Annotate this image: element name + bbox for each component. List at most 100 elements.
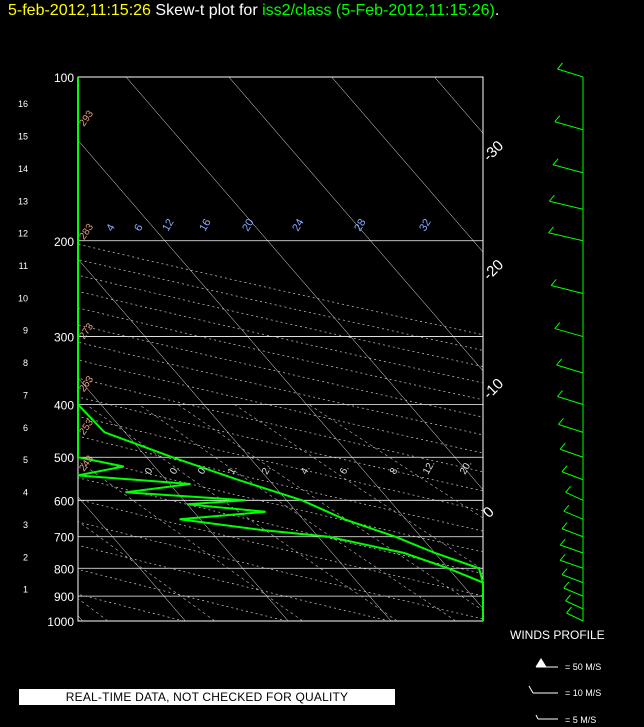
wind-barb <box>552 164 584 174</box>
wind-barb <box>549 200 584 210</box>
height-tick-label: 7 <box>23 390 28 400</box>
theta-label: 273 <box>77 321 96 341</box>
adiabat-label: 4. <box>299 464 313 477</box>
chart-series <box>77 77 484 621</box>
dry-adiabat <box>78 291 483 384</box>
pressure-tick-label: 700 <box>54 531 74 545</box>
wind-key-10: = 10 M/S <box>565 688 602 698</box>
dry-adiabat <box>78 593 184 621</box>
wind-key-50: = 50 M/S <box>565 662 602 672</box>
winds-profile-title: WINDS PROFILE <box>510 628 605 642</box>
wind-barb <box>554 121 584 131</box>
height-tick-label: 11 <box>19 261 28 271</box>
height-tick-label: 15 <box>18 132 28 142</box>
winds-profile <box>528 62 584 720</box>
height-tick-label: 10 <box>18 293 28 303</box>
dry-adiabat <box>78 377 483 473</box>
mixing-ratio-line <box>308 404 483 519</box>
plot-title: 5-feb-2012,11:15:26 Skew-t plot for iss2… <box>8 2 499 20</box>
dry-adiabat <box>78 324 483 418</box>
isotherm-line <box>434 77 483 134</box>
pressure-tick-label: 300 <box>54 331 74 345</box>
dry-adiabat <box>78 243 483 336</box>
mixing-ratio-label: 24 <box>290 217 307 234</box>
dry-adiabat <box>78 568 287 621</box>
title-period: . <box>494 2 500 19</box>
pressure-tick-label: 100 <box>54 71 74 85</box>
pressure-tick-label: 600 <box>54 494 74 508</box>
mixing-ratio-line <box>85 404 398 621</box>
wind-barb <box>548 232 584 242</box>
temperature-line <box>77 77 484 621</box>
isotherm-line <box>78 139 483 609</box>
quality-banner: REAL-TIME DATA, NOT CHECKED FOR QUALITY <box>19 689 395 705</box>
wind-barb-flag <box>561 465 568 473</box>
adiabat-label: 6. <box>338 464 352 477</box>
height-tick-label: 6 <box>23 423 28 433</box>
mixing-ratio-label: 16 <box>197 217 214 234</box>
isotherm-line <box>78 258 392 621</box>
title-timestamp: 5-feb-2012,11:15:26 <box>8 2 151 19</box>
theta-label: 283 <box>77 222 96 242</box>
isotherm-line <box>125 77 483 491</box>
wind-key-10-symbol <box>528 685 558 694</box>
wind-barb <box>554 328 584 338</box>
height-tick-label: 3 <box>23 520 28 530</box>
wind-barb <box>561 574 584 584</box>
adiabat-label: 0. <box>143 464 157 477</box>
wind-barb-flag <box>549 194 555 202</box>
wind-barb <box>563 587 584 597</box>
dry-adiabat <box>78 477 483 574</box>
temperature-tick-label: -30 <box>480 138 507 165</box>
plot-frame <box>77 76 484 622</box>
dry-adiabat <box>78 396 483 492</box>
mixing-ratio-line <box>177 404 483 611</box>
dry-adiabat <box>78 341 483 436</box>
dry-adiabat <box>78 259 483 351</box>
adiabat-label: 20. <box>458 459 474 477</box>
pressure-tick-label: 500 <box>54 451 74 465</box>
wind-barb <box>560 559 584 569</box>
theta-label: 243 <box>77 453 96 473</box>
wind-key-5-symbol <box>535 714 558 720</box>
theta-label: 293 <box>77 108 96 128</box>
height-tick-label: 14 <box>18 164 28 174</box>
isotherm-line <box>78 496 186 621</box>
mixing-ratio-label: 32 <box>417 217 434 234</box>
temperature-tick-label: 0 <box>480 504 498 522</box>
dewpoint-line <box>77 77 484 621</box>
height-tick-label: 9 <box>23 326 28 336</box>
isotherm-line <box>228 77 483 372</box>
isotherm-line <box>331 77 483 253</box>
pressure-tick-label: 200 <box>54 235 74 249</box>
wind-barb-flag <box>566 606 572 614</box>
wind-key-5: = 5 M/S <box>565 715 597 725</box>
height-tick-label: 4 <box>23 488 28 498</box>
mixing-ratio-line <box>78 520 216 621</box>
wind-barb-flag <box>550 279 557 286</box>
adiabat-label: 2. <box>260 464 274 477</box>
wind-barb-flag <box>561 568 568 575</box>
adiabat-label: 0. <box>168 464 182 477</box>
wind-barb-flag <box>565 485 571 493</box>
pressure-tick-label: 1000 <box>47 615 74 629</box>
wind-barb-flag <box>554 115 561 123</box>
wind-barb-flag <box>565 594 571 602</box>
wind-barb-flag <box>559 538 566 546</box>
wind-barb <box>566 612 584 622</box>
dry-adiabat <box>78 456 483 553</box>
mixing-ratio-label: 28 <box>352 217 369 234</box>
mixing-ratio-label: 20 <box>240 217 257 234</box>
wind-barb <box>561 528 584 538</box>
wind-barb-flag <box>557 62 563 70</box>
height-tick-label: 12 <box>18 229 28 239</box>
temperature-tick-label: -10 <box>480 375 507 402</box>
wind-key-50-symbol <box>535 658 558 668</box>
chart-labels: 1002003004005006007008009001000123456789… <box>18 71 507 629</box>
wind-barb-flag <box>563 581 570 589</box>
wind-barb-flag <box>559 553 566 561</box>
height-tick-label: 8 <box>23 358 28 368</box>
isotherm-line <box>78 377 289 621</box>
pressure-tick-label: 800 <box>54 562 74 576</box>
height-tick-label: 1 <box>23 585 28 595</box>
